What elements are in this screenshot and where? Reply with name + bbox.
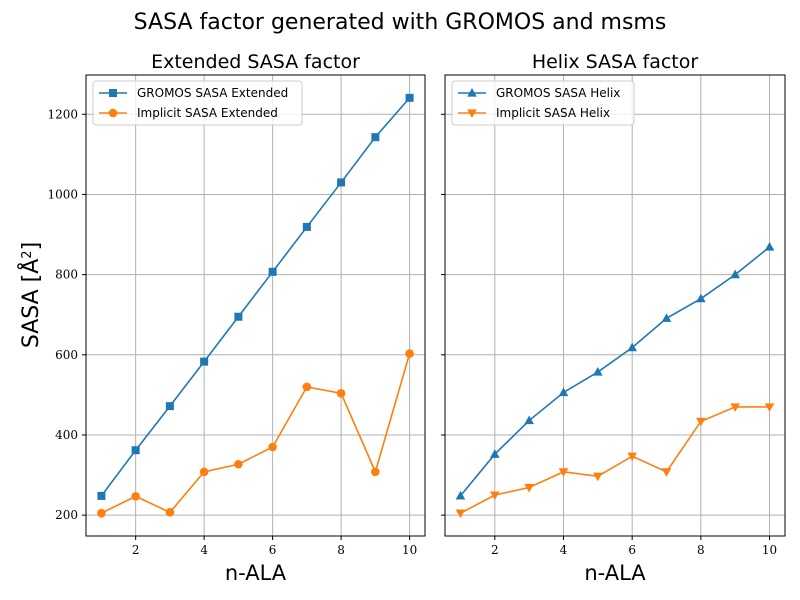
helix-x-tick-label: 8 (697, 543, 705, 557)
extended-legend: GROMOS SASA Extended Implicit SASA Extend… (93, 81, 302, 125)
extended-y-tick-label: 800 (55, 268, 78, 282)
helix-series-line (460, 407, 769, 513)
extended-y-tick-label: 1200 (47, 107, 78, 121)
helix-legend-label: GROMOS SASA Helix (496, 86, 620, 100)
extended-x-tick-label: 8 (337, 543, 345, 557)
extended-grid (86, 75, 425, 536)
helix-series-1 (456, 242, 775, 500)
extended-title: Extended SASA factor (151, 51, 360, 73)
extended-data-point (234, 460, 243, 469)
y-axis-label-unit: Å (17, 259, 44, 274)
helix-legend: GROMOS SASA Helix Implicit SASA Helix (452, 81, 634, 125)
helix-data-point (490, 492, 500, 501)
extended-axes-frame (86, 75, 425, 536)
extended-data-point (337, 389, 346, 398)
helix-data-point (593, 473, 603, 482)
extended-data-point (97, 509, 106, 518)
figure-title: SASA factor generated with GROMOS and ms… (134, 10, 667, 35)
extended-x-tick-label: 2 (132, 543, 140, 557)
helix-x-tick-label: 6 (628, 543, 636, 557)
y-axis-label-sup: 2 (20, 250, 35, 258)
helix-data-point (559, 387, 569, 396)
extended-data-point (337, 178, 345, 186)
extended-data-point (166, 402, 174, 410)
helix-x-axis-label: n-ALA (584, 561, 646, 585)
extended-series-line (101, 354, 409, 514)
helix-legend-label: Implicit SASA Helix (496, 106, 610, 120)
extended-x-axis-label: n-ALA (225, 561, 287, 585)
helix-title: Helix SASA factor (532, 51, 699, 73)
helix-data-point (696, 294, 706, 303)
y-axis-label: SASA [Å2] (17, 242, 44, 348)
extended-legend-label: GROMOS SASA Extended (137, 86, 288, 100)
extended-data-point (406, 94, 414, 102)
helix-data-point (662, 313, 672, 322)
extended-series-2 (97, 349, 414, 517)
extended-legend-marker (109, 89, 117, 97)
y-axis-label-end: ] (19, 242, 44, 251)
extended-data-point (268, 443, 277, 452)
extended-legend-marker (109, 109, 118, 118)
helix-data-point (593, 367, 603, 376)
y-axis-label-text: SASA [ (19, 274, 44, 348)
extended-y-tick-label: 200 (55, 508, 78, 522)
helix-data-point (456, 510, 466, 519)
helix-data-point (662, 468, 672, 477)
helix-data-point (765, 242, 775, 251)
helix-x-tick-label: 10 (762, 543, 777, 557)
extended-data-point (200, 358, 208, 366)
panel-helix: 2 4 6 8 10 Helix SASA factor n-ALA GROMOS SASA … (441, 51, 785, 585)
extended-y-tick-label: 600 (55, 348, 78, 362)
extended-legend-label: Implicit SASA Extended (137, 106, 278, 120)
extended-data-point (371, 133, 379, 141)
extended-x-tick-label: 4 (200, 543, 208, 557)
extended-data-point (234, 313, 242, 321)
extended-data-point (131, 492, 140, 501)
extended-x-tick-label: 6 (269, 543, 277, 557)
extended-y-tick-label: 1000 (47, 187, 78, 201)
extended-data-point (166, 508, 175, 517)
helix-x-tick-label: 4 (560, 543, 568, 557)
extended-data-point (303, 223, 311, 231)
helix-x-tick-label: 2 (491, 543, 499, 557)
extended-data-point (269, 268, 277, 276)
panel-extended: 2 4 6 8 10 200 400 600 800 1000 1200 Extended SASA … (47, 51, 425, 585)
extended-y-tick-label: 400 (55, 428, 78, 442)
helix-series-line (460, 247, 769, 496)
extended-data-point (405, 349, 414, 358)
extended-data-point (200, 468, 209, 477)
extended-data-point (303, 383, 312, 392)
extended-data-point (132, 446, 140, 454)
helix-series-2 (456, 403, 775, 518)
extended-series-1 (97, 94, 413, 500)
extended-data-point (97, 492, 105, 500)
extended-data-point (371, 468, 380, 477)
extended-series-line (101, 98, 409, 496)
extended-x-tick-label: 10 (402, 543, 417, 557)
